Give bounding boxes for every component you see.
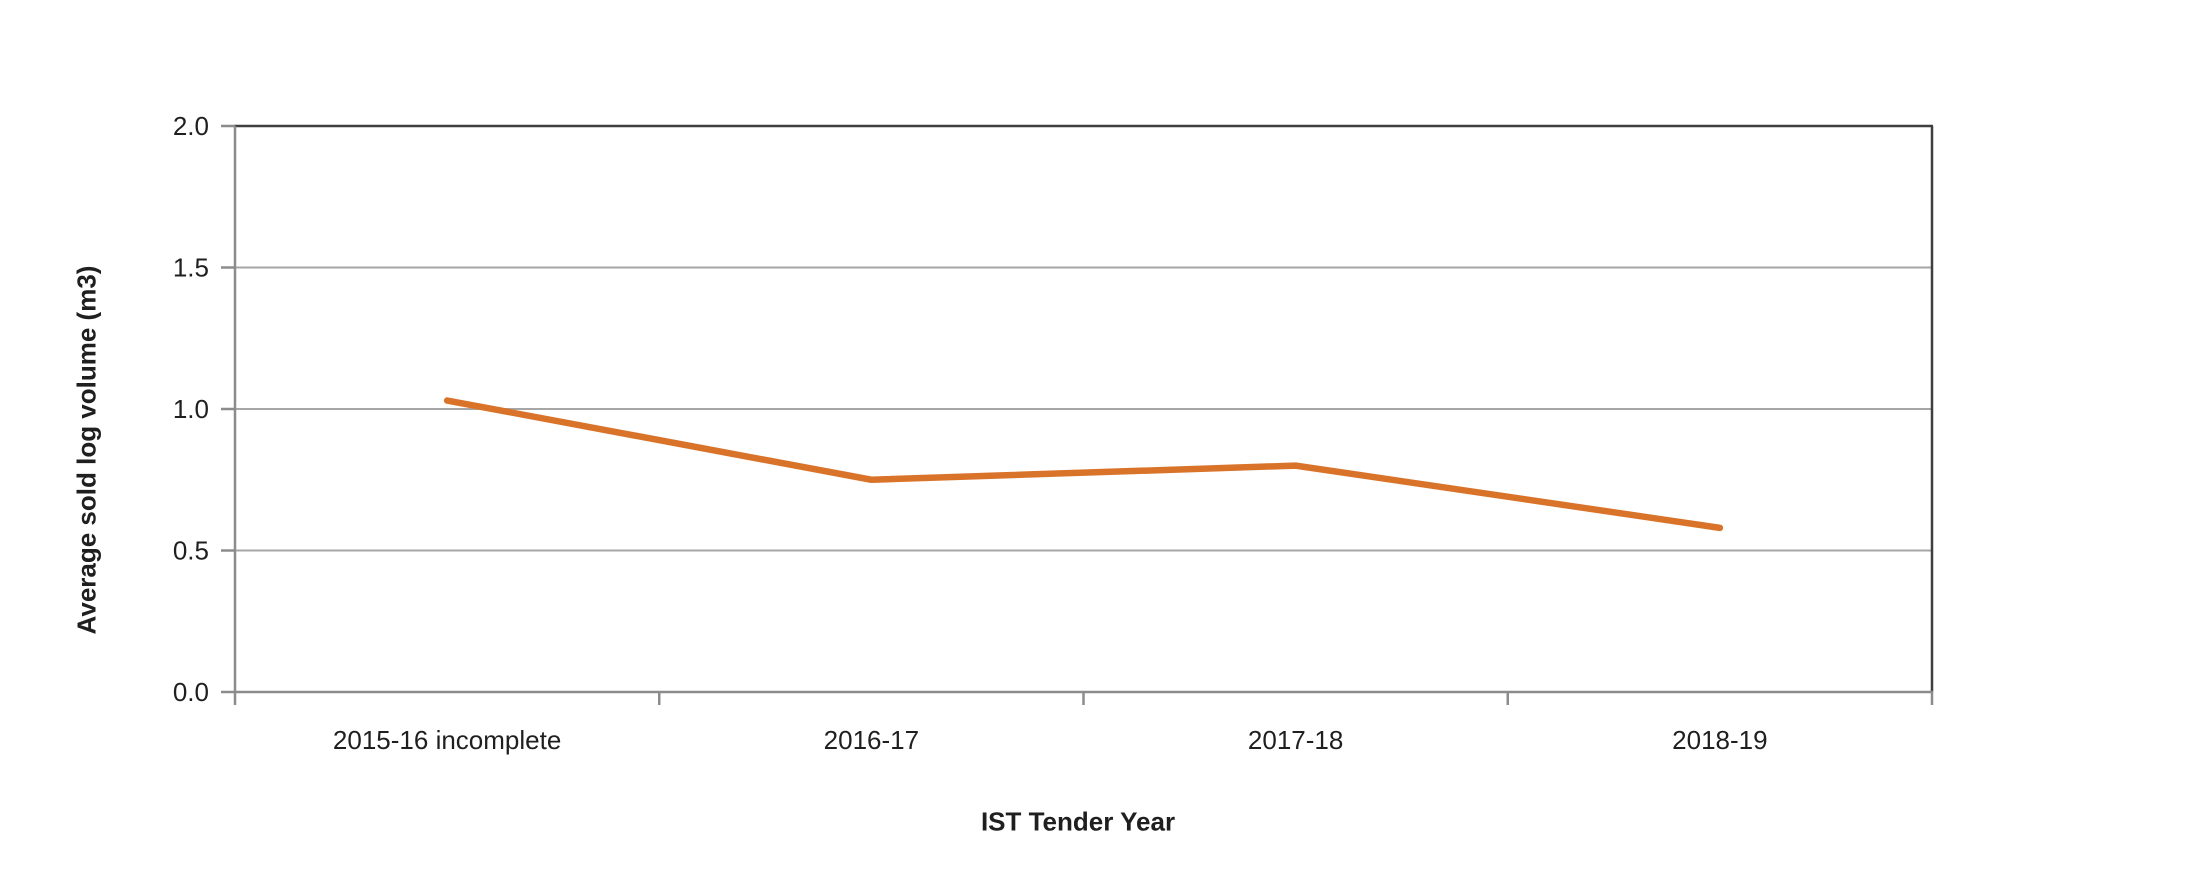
y-tick-label: 1.5 [173, 253, 209, 283]
x-tick-label: 2015-16 incomplete [333, 725, 561, 755]
x-tick-label: 2016-17 [824, 725, 919, 755]
x-axis-title: IST Tender Year [980, 806, 1176, 837]
x-tick-label: 2017-18 [1248, 725, 1343, 755]
x-tick-label: 2018-19 [1672, 725, 1767, 755]
y-tick-label: 2.0 [173, 111, 209, 141]
y-tick-label: 0.0 [173, 677, 209, 707]
y-tick-label: 1.0 [173, 394, 209, 424]
series-line [443, 397, 1724, 532]
y-tick-label: 0.5 [173, 536, 209, 566]
y-axis-title: Average sold log volume (m3) [71, 265, 102, 635]
